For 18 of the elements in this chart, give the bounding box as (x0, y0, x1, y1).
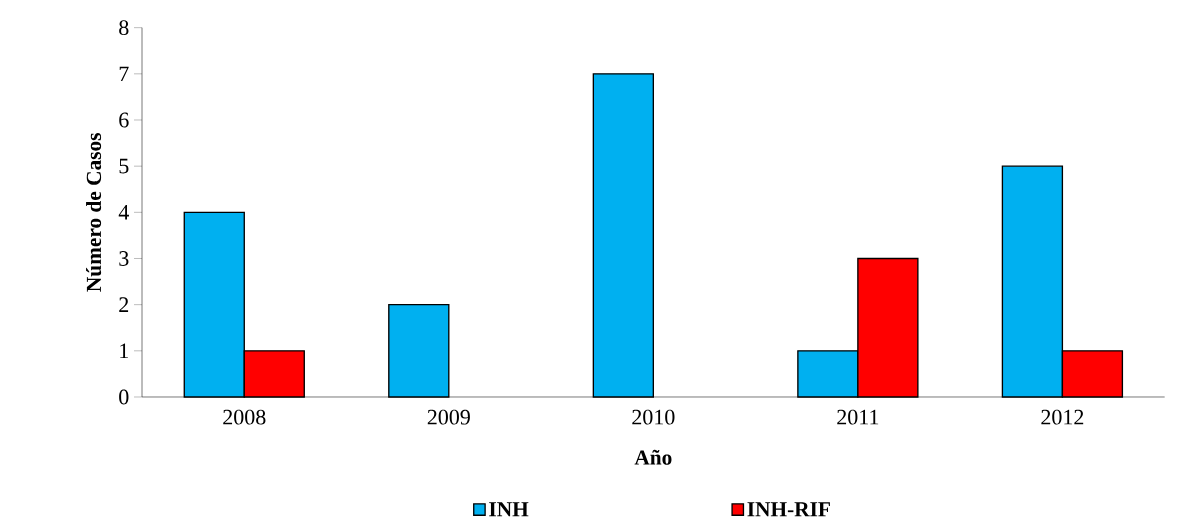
legend-label: INH (489, 502, 529, 517)
y-tick-label: 0 (119, 389, 129, 405)
y-tick-label: 6 (119, 112, 129, 128)
y-tick-label: 7 (119, 66, 129, 82)
legend-label: INH-RIF (747, 502, 830, 517)
y-tick-label: 5 (119, 158, 129, 174)
x-tick-label: 2012 (1041, 409, 1084, 425)
x-tick-label: 2011 (837, 409, 879, 425)
x-tick-label: 2008 (223, 409, 266, 425)
y-axis-title: Número de Casos (86, 133, 102, 292)
y-tick-label: 3 (119, 251, 129, 266)
x-tick-label: 2010 (632, 409, 675, 425)
x-axis-title: Año (634, 449, 672, 465)
y-tick-label: 8 (119, 20, 129, 36)
x-tick-label: 2009 (427, 409, 470, 425)
y-tick-label: 4 (118, 205, 129, 220)
y-tick-label: 2 (119, 297, 129, 312)
y-tick-label: 1 (120, 343, 128, 359)
